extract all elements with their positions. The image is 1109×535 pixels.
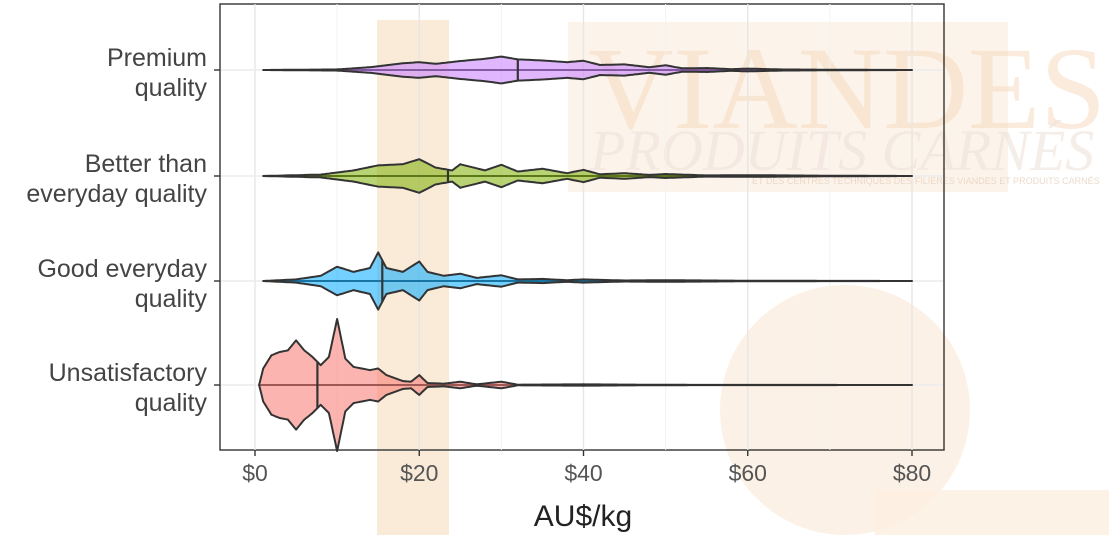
watermark-block bbox=[568, 22, 1008, 192]
y-tick-label-line: Good everyday bbox=[37, 255, 207, 283]
x-tick-label: $80 bbox=[893, 460, 931, 486]
violin-1 bbox=[262, 158, 913, 194]
x-tick-label: $20 bbox=[400, 460, 438, 486]
y-tick-label-line: quality bbox=[135, 74, 208, 102]
violin-shape bbox=[262, 158, 913, 194]
x-axis-ticks: $0 $20 $40 $60 $80 bbox=[242, 450, 931, 486]
y-tick-label: Unsatisfactory quality bbox=[49, 359, 208, 417]
y-tick-label: Premium quality bbox=[107, 44, 208, 102]
watermark-line2: PRODUITS CARNÉS bbox=[589, 118, 1094, 183]
x-tick-label: $0 bbox=[242, 460, 268, 486]
x-tick-label: $40 bbox=[564, 460, 602, 486]
y-tick-label-line: Premium bbox=[107, 44, 207, 72]
y-tick-label-line: everyday quality bbox=[26, 180, 207, 208]
y-tick-label: Good everyday quality bbox=[37, 255, 207, 313]
y-tick-label-line: quality bbox=[135, 389, 208, 417]
watermark-circle bbox=[720, 285, 970, 535]
y-tick-label-line: quality bbox=[135, 285, 208, 313]
violins bbox=[258, 55, 913, 452]
x-tick-label: $60 bbox=[729, 460, 767, 486]
violin-0 bbox=[262, 55, 913, 85]
violin-3 bbox=[258, 318, 913, 452]
plot-panel bbox=[219, 3, 945, 451]
x-axis-title: AU$/kg bbox=[534, 500, 632, 533]
watermark: VIANDES& PRODUITS CARNÉS ET DES CENTRES … bbox=[377, 20, 1109, 535]
y-tick-label-line: Better than bbox=[85, 150, 207, 178]
y-tick-label-line: Unsatisfactory bbox=[49, 359, 208, 387]
watermark-bottom-band bbox=[875, 490, 1109, 535]
violin-shape bbox=[262, 55, 913, 85]
watermark-line3: ET DES CENTRES TECHNIQUES DES FILIÈRES V… bbox=[752, 176, 1100, 186]
y-tick-label: Better than everyday quality bbox=[26, 150, 207, 208]
violin-shape bbox=[262, 251, 913, 311]
watermark-line1: VIANDES& bbox=[588, 23, 1109, 154]
violin-2 bbox=[262, 251, 913, 311]
violin-shape bbox=[258, 318, 913, 452]
